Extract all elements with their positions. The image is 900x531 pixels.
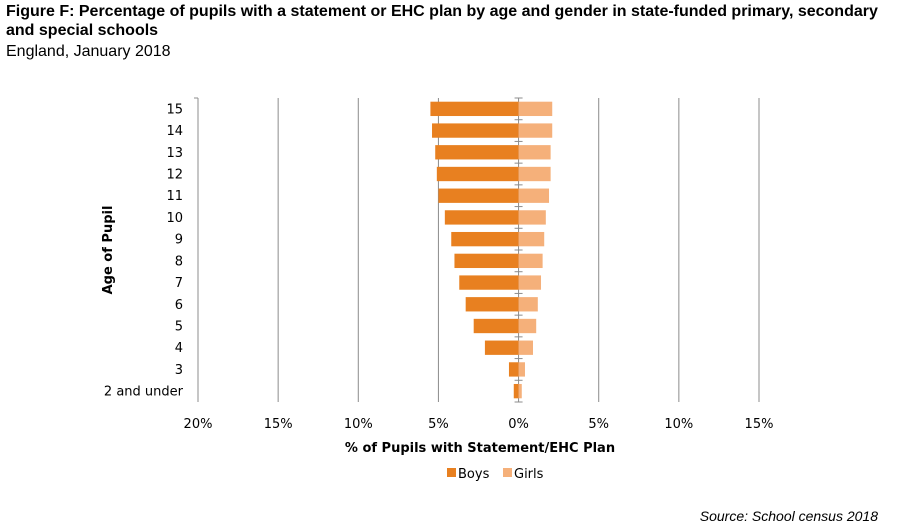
x-tick-label: 15% xyxy=(264,417,293,432)
bar-girls xyxy=(518,318,537,334)
bar-girls xyxy=(518,362,525,377)
category-label: 2 and under xyxy=(104,385,184,400)
category-labels: 2 and under 3 4 5 6 7 8 9 10 11 12 13 14 15 xyxy=(104,102,184,399)
bar-boys xyxy=(430,101,519,117)
y-axis-label: Age of Pupil xyxy=(101,206,116,295)
category-label: 7 xyxy=(175,276,183,291)
bar-girls xyxy=(518,275,542,290)
bar-boys xyxy=(451,231,519,247)
x-tick-label: 0% xyxy=(508,417,529,432)
bar-boys xyxy=(484,340,519,355)
x-tick-label: 20% xyxy=(184,417,213,432)
bar-girls xyxy=(518,123,553,138)
x-axis-label: % of Pupils with Statement/EHC Plan xyxy=(345,441,615,456)
category-label: 6 xyxy=(175,298,183,313)
legend-swatch xyxy=(447,468,456,477)
category-label: 10 xyxy=(166,211,183,226)
x-tick-label: 10% xyxy=(344,417,373,432)
category-label: 8 xyxy=(175,254,183,269)
category-label: 12 xyxy=(166,168,183,183)
category-label: 5 xyxy=(175,320,183,335)
bar-girls xyxy=(518,383,522,399)
legend-label: Boys xyxy=(458,467,490,482)
bar-girls xyxy=(518,145,551,160)
bar-girls xyxy=(518,210,546,225)
source-note: Source: School census 2018 xyxy=(699,508,878,524)
bar-boys xyxy=(508,362,519,377)
category-label: 14 xyxy=(166,124,183,139)
bars xyxy=(430,101,553,399)
legend-label: Girls xyxy=(514,467,544,482)
x-tick-label: 10% xyxy=(664,417,693,432)
x-tick-label: 5% xyxy=(428,417,449,432)
bar-boys xyxy=(459,275,519,290)
bar-boys xyxy=(435,145,519,160)
bar-boys xyxy=(513,383,519,399)
bar-boys xyxy=(438,188,519,203)
bar-boys xyxy=(465,297,519,312)
bar-boys xyxy=(436,166,519,182)
bar-girls xyxy=(518,166,551,182)
category-label: 9 xyxy=(175,233,183,248)
bar-girls xyxy=(518,101,553,117)
bar-boys xyxy=(473,318,519,334)
legend-swatch xyxy=(503,468,512,477)
category-label: 3 xyxy=(175,363,183,378)
legend: Boys Girls xyxy=(447,467,544,482)
bar-boys xyxy=(432,123,519,138)
x-tick-labels: 20% 15% 10% 5% 0% 5% 10% 15% xyxy=(184,417,774,432)
category-label: 4 xyxy=(175,341,183,356)
bar-boys xyxy=(454,253,519,269)
category-label: 11 xyxy=(166,189,183,204)
bar-girls xyxy=(518,253,543,269)
bar-girls xyxy=(518,231,545,247)
bar-boys xyxy=(444,210,519,225)
bar-girls xyxy=(518,297,538,312)
category-label: 13 xyxy=(166,146,183,161)
bar-girls xyxy=(518,340,533,355)
x-tick-label: 5% xyxy=(588,417,609,432)
x-tick-label: 15% xyxy=(745,417,774,432)
chart-title: Figure F: Percentage of pupils with a st… xyxy=(6,3,878,39)
category-label: 15 xyxy=(166,102,183,117)
bar-girls xyxy=(518,188,550,203)
chart-subtitle: England, January 2018 xyxy=(6,43,171,60)
gridlines xyxy=(194,97,760,403)
